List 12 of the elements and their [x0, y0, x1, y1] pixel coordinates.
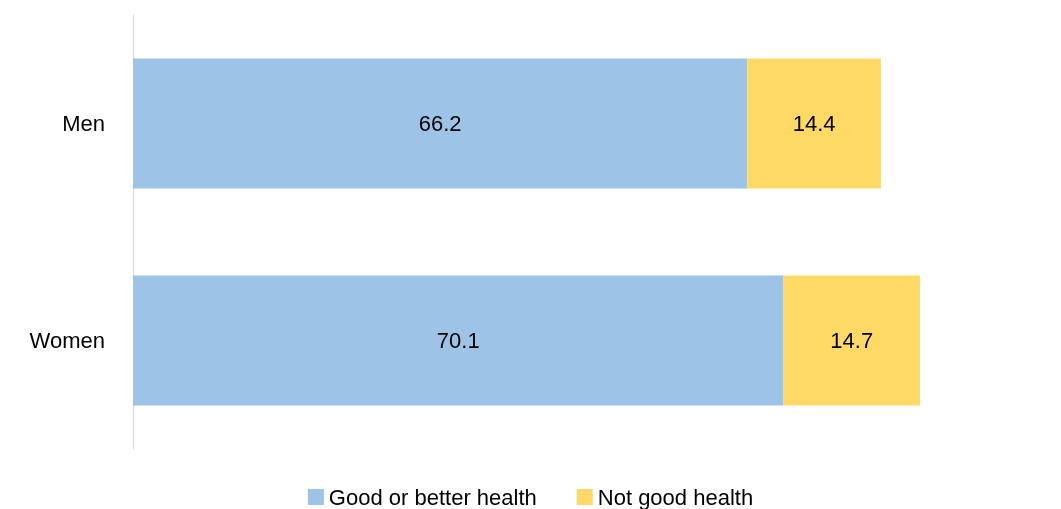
data-label: 14.7 — [830, 328, 874, 353]
bar — [133, 58, 748, 189]
data-label: 70.1 — [436, 328, 480, 353]
data-label: 14.4 — [792, 111, 836, 136]
bar — [783, 275, 920, 406]
legend-label: Not good health — [597, 484, 754, 509]
bar — [747, 58, 881, 189]
bar — [133, 275, 784, 406]
y-tick-label: Men — [62, 111, 105, 136]
legend-label: Good or better health — [328, 484, 537, 509]
data-label: 66.2 — [418, 111, 462, 136]
y-tick-label: Women — [29, 328, 105, 353]
